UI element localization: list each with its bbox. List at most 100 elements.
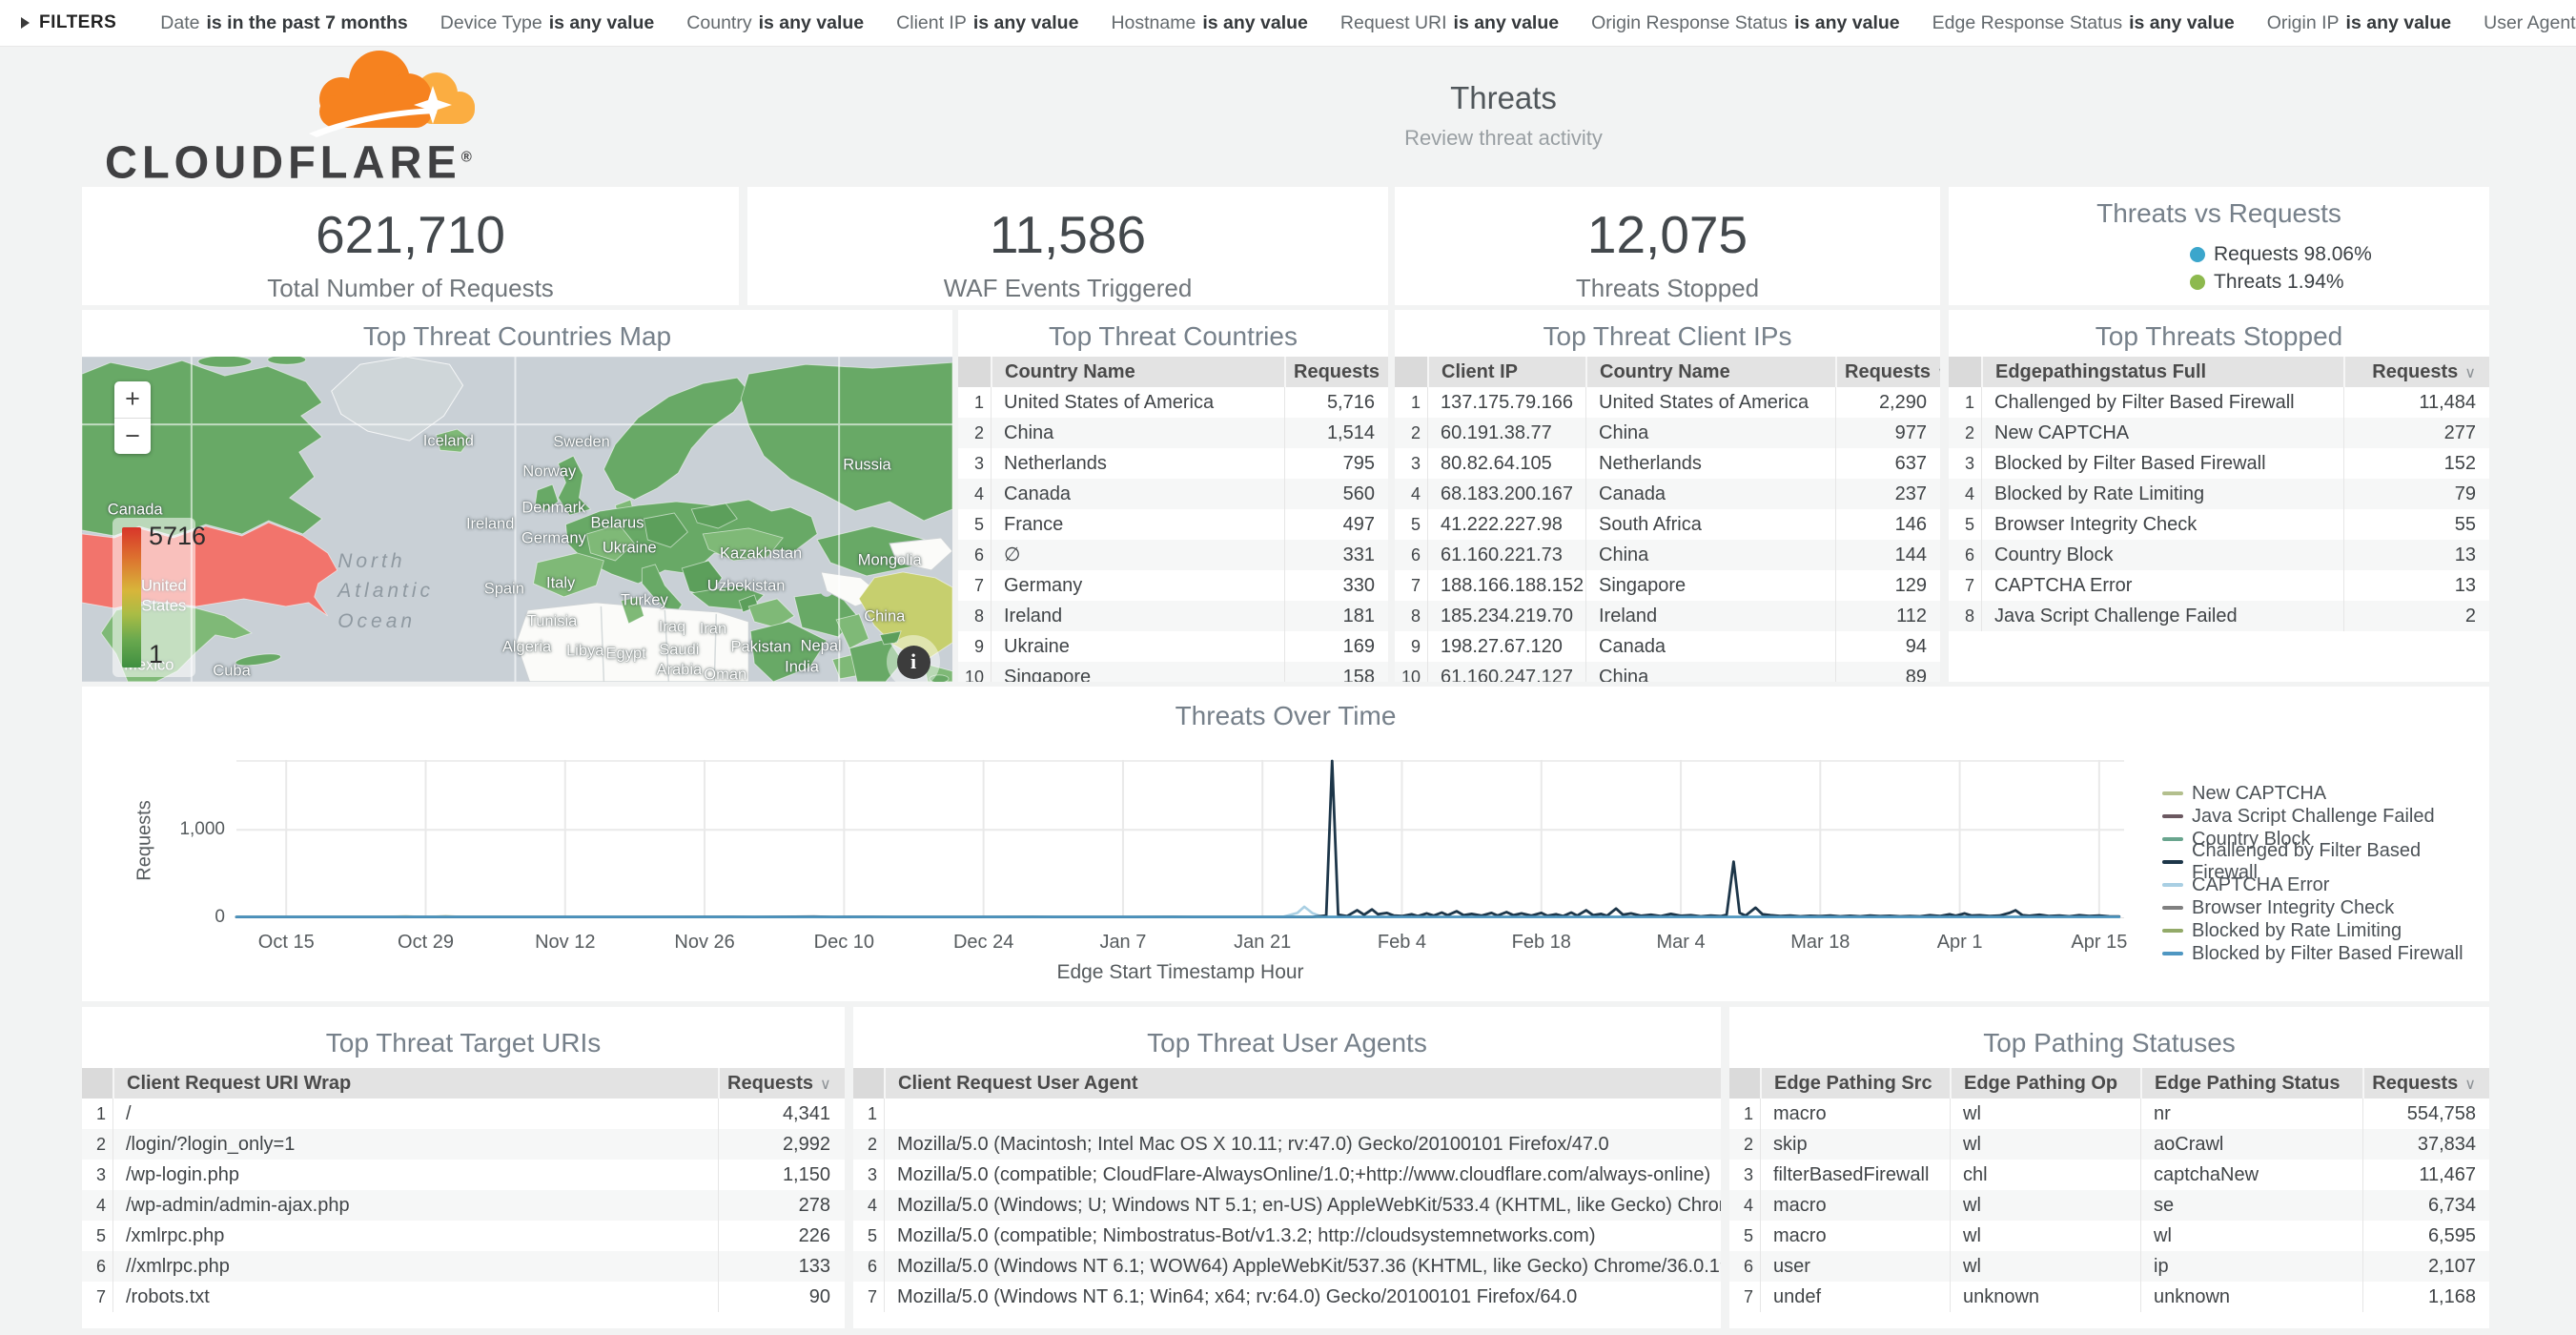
table-cell: France	[991, 509, 1284, 540]
column-header-requests[interactable]: Requests ∨	[2362, 1068, 2489, 1099]
chart-legend-item-country-block[interactable]: Country Block	[2162, 828, 2489, 851]
column-header-requests[interactable]: Requests ∨	[1284, 357, 1388, 387]
table-cell: South Africa	[1585, 509, 1835, 540]
row-number: 7	[1743, 1287, 1753, 1306]
chart-plot-area[interactable]	[235, 759, 2124, 918]
column-header-edge-pathing-status: Edge Pathing Status	[2140, 1068, 2362, 1099]
row-number: 1	[1743, 1104, 1753, 1123]
table-cell: /wp-login.php	[112, 1160, 718, 1190]
cloudflare-cloud-icon	[309, 51, 475, 137]
column-header-requests[interactable]: Requests ∨	[1835, 357, 1940, 387]
row-number: 5	[973, 515, 984, 534]
table-cell: 330	[1284, 570, 1388, 601]
table-cell: 90	[718, 1282, 844, 1312]
filter-item-client-ip[interactable]: Client IP is any value	[896, 12, 1078, 34]
page-subtitle: Review threat activity	[1404, 126, 1603, 150]
row-number: 6	[867, 1257, 877, 1276]
table-row: 1 Challenged by Filter Based Firewall 11,4…	[1949, 387, 2489, 418]
table-cell: Mozilla/5.0 (Windows; U; Windows NT 5.1;…	[884, 1190, 1721, 1221]
table-cell: 226	[718, 1221, 844, 1251]
chart-legend-item-blocked-by-rate-limiting[interactable]: Blocked by Rate Limiting	[2162, 919, 2489, 942]
chart-legend-item-new-captcha[interactable]: New CAPTCHA	[2162, 782, 2489, 805]
chart-gridlines	[236, 760, 2124, 918]
table-cell: Mozilla/5.0 (Macintosh; Intel Mac OS X 1…	[884, 1129, 1721, 1160]
column-header-requests[interactable]: Requests ∨	[2343, 357, 2489, 387]
chart-legend-item-browser-integrity-check[interactable]: Browser Integrity Check	[2162, 896, 2489, 919]
row-number: 4	[1410, 484, 1421, 503]
chart-legend-item-java-script-challenge-failed[interactable]: Java Script Challenge Failed	[2162, 805, 2489, 828]
tvr-legend-item-threats-1-94[interactable]: Threats 1.94%	[2190, 268, 2372, 296]
table-cell: Singapore	[991, 662, 1284, 682]
filters-toggle[interactable]: FILTERS	[21, 12, 116, 33]
table-row: 7 188.166.188.152 Singapore 129	[1395, 570, 1940, 601]
x-tick-apr-15: Apr 15	[2071, 932, 2128, 953]
table-row: 6 user wl ip 2,107	[1729, 1251, 2489, 1282]
world-map[interactable]: North Atlantic OceanCanadaUnited StatesM…	[82, 357, 952, 682]
table-cell: 79	[2343, 479, 2489, 509]
table-row: 4/wp-admin/admin-ajax.php 278	[82, 1190, 845, 1221]
table-cell: 6,595	[2362, 1221, 2489, 1251]
filter-item-hostname[interactable]: Hostname is any value	[1111, 12, 1307, 34]
table-cell: Blocked by Rate Limiting	[1981, 479, 2343, 509]
table-cell: 112	[1835, 601, 1940, 631]
table-cell: Netherlands	[991, 448, 1284, 479]
table-row: 5 macro wl wl 6,595	[1729, 1221, 2489, 1251]
filter-item-country[interactable]: Country is any value	[686, 12, 864, 34]
table-cell: Canada	[1585, 631, 1835, 662]
filter-field: User Agent	[2484, 11, 2576, 33]
filter-item-edge-response-status[interactable]: Edge Response Status is any value	[1932, 12, 2235, 34]
map-zoom-in-button[interactable]: +	[114, 381, 151, 419]
filter-value: is any value	[758, 11, 865, 33]
map-info-icon[interactable]: i	[896, 645, 930, 679]
filter-item-origin-ip[interactable]: Origin IP is any value	[2267, 12, 2451, 34]
table-cell: 637	[1835, 448, 1940, 479]
filter-item-user-agent[interactable]: User Agentis any value	[2484, 12, 2576, 34]
filter-items: Date is in the past 7 months Device Type is…	[160, 12, 2576, 34]
filter-field: Country	[686, 11, 752, 33]
table-row: 5 Browser Integrity Check 55	[1949, 509, 2489, 540]
table-row: 6 61.160.221.73 China 144	[1395, 540, 1940, 570]
table-cell: chl	[1950, 1160, 2140, 1190]
table-cell: 181	[1284, 601, 1388, 631]
table-cell: unknown	[2140, 1282, 2362, 1312]
row-number: 5	[1743, 1226, 1753, 1245]
table-cell: 61.160.247.127	[1427, 662, 1585, 682]
filter-item-device-type[interactable]: Device Type is any value	[440, 12, 655, 34]
y-tick-0: 0	[215, 906, 225, 927]
table-row: 3 Netherlands 795	[958, 448, 1388, 479]
filter-item-date[interactable]: Date is in the past 7 months	[160, 12, 408, 34]
table-cell: 13	[2343, 540, 2489, 570]
top-threats-stopped-table: Top Threats Stopped Edgepathingstatus Ful…	[1949, 310, 2489, 682]
filter-value: is any value	[972, 11, 1079, 33]
table-cell: China	[1585, 540, 1835, 570]
table-row: 4 macro wl se 6,734	[1729, 1190, 2489, 1221]
table-row: 1 137.175.79.166 United States of America 2…	[1395, 387, 1940, 418]
column-header-edgepathingstatus-full: Edgepathingstatus Full	[1981, 357, 2343, 387]
world-map-svg	[82, 357, 952, 682]
table-cell: ip	[2140, 1251, 2362, 1282]
x-tick-jan-7: Jan 7	[1099, 932, 1147, 953]
table-cell: 2,290	[1835, 387, 1940, 418]
sort-desc-icon: ∨	[1937, 365, 1940, 381]
table-cell: wl	[1950, 1221, 2140, 1251]
table-cell	[884, 1099, 1721, 1129]
table-row: 5/xmlrpc.php 226	[82, 1221, 845, 1251]
filter-item-origin-response-status[interactable]: Origin Response Status is any value	[1591, 12, 1900, 34]
table-cell: /xmlrpc.php	[112, 1221, 718, 1251]
filter-item-request-uri[interactable]: Request URI is any value	[1340, 12, 1559, 34]
filter-field: Edge Response Status	[1932, 11, 2123, 33]
tvr-legend-item-requests-98-06[interactable]: Requests 98.06%	[2190, 240, 2372, 268]
table-cell: China	[991, 418, 1284, 448]
chart-legend-item-captcha-error[interactable]: CAPTCHA Error	[2162, 873, 2489, 896]
legend-line-swatch	[2162, 837, 2183, 841]
stat-value: 12,075	[1586, 205, 1748, 264]
map-zoom-out-button[interactable]: −	[125, 421, 140, 450]
table-cell: aoCrawl	[2140, 1129, 2362, 1160]
chart-legend-item-challenged-by-filter-based-firewall[interactable]: Challenged by Filter Based Firewall	[2162, 840, 2489, 883]
column-header-requests[interactable]: Requests ∨	[718, 1068, 844, 1099]
chart-legend-item-blocked-by-filter-based-firewall[interactable]: Blocked by Filter Based Firewall	[2162, 942, 2489, 965]
table-row: 7 Mozilla/5.0 (Windows NT 6.1; Win64; x64…	[853, 1282, 1721, 1312]
x-tick-mar-18: Mar 18	[1790, 932, 1850, 953]
table-title: Top Threat Target URIs	[325, 1028, 602, 1058]
row-number: 7	[95, 1287, 106, 1306]
